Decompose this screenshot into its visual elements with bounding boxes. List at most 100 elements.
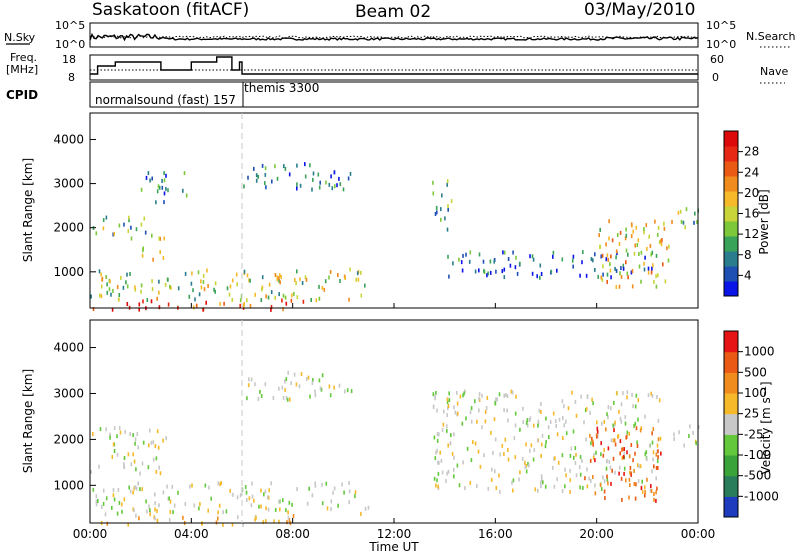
- echo-cell: [158, 236, 160, 241]
- echo-cell: [618, 284, 621, 289]
- echo-cell: [247, 175, 249, 180]
- echo-cell: [319, 180, 321, 185]
- echo-cell: [621, 447, 623, 452]
- echo-cell: [575, 413, 578, 418]
- colorbar-tick-label: 1000: [744, 345, 775, 359]
- echo-cell: [307, 375, 310, 380]
- echo-cell: [631, 269, 634, 273]
- echo-cell: [656, 395, 658, 399]
- echo-cell: [248, 377, 250, 382]
- echo-cell: [102, 218, 105, 223]
- echo-cell: [285, 301, 288, 306]
- echo-cell: [318, 378, 321, 383]
- echo-cell: [264, 181, 266, 186]
- echo-cell: [440, 458, 443, 463]
- colorbar-segment: [724, 393, 738, 415]
- echo-cell: [278, 292, 280, 297]
- echo-cell: [128, 485, 130, 490]
- echo-cell: [602, 272, 604, 277]
- echo-cell: [634, 496, 637, 501]
- echo-cell: [158, 305, 161, 310]
- echo-cell: [123, 222, 125, 227]
- echo-cell: [305, 277, 308, 282]
- echo-cell: [123, 465, 126, 470]
- echo-cell: [651, 266, 653, 271]
- echo-cell: [95, 231, 98, 236]
- echo-cell: [97, 499, 99, 503]
- echo-cell: [246, 273, 249, 278]
- echo-cell: [312, 378, 314, 383]
- echo-cell: [507, 457, 510, 462]
- echo-cell: [156, 518, 159, 523]
- echo-cell: [491, 467, 493, 472]
- echo-cell: [462, 393, 464, 398]
- echo-cell: [296, 186, 298, 191]
- echo-cell: [342, 187, 345, 192]
- echo-cell: [606, 477, 609, 482]
- echo-cell: [608, 236, 610, 241]
- echo-cell: [655, 476, 657, 481]
- echo-cell: [567, 406, 570, 411]
- echo-cell: [628, 477, 631, 482]
- echo-cell: [647, 393, 650, 398]
- echo-cell: [581, 459, 583, 463]
- echo-cell: [679, 209, 682, 214]
- echo-cell: [565, 473, 567, 478]
- velocity-colorbar: 1000 500 100 25 -25 -100 -500 -1000: [723, 330, 779, 518]
- echo-cell: [653, 497, 655, 502]
- echo-cell: [286, 397, 289, 402]
- echo-cell: [325, 481, 328, 486]
- echo-cell: [92, 432, 94, 436]
- echo-cell: [332, 490, 334, 495]
- echo-cell: [111, 455, 114, 459]
- echo-cell: [657, 466, 659, 470]
- echo-cell: [161, 179, 163, 183]
- echo-cell: [446, 397, 449, 402]
- echo-cell: [163, 171, 165, 176]
- echo-cell: [612, 456, 615, 461]
- date-label: 03/May/2010: [584, 0, 696, 20]
- echo-cell: [601, 253, 604, 258]
- colorbar-tick-label: -1000: [744, 489, 779, 503]
- echo-cell: [638, 252, 640, 256]
- echo-cell: [495, 269, 497, 274]
- power-echo-cells: [90, 162, 699, 312]
- echo-cell: [185, 193, 188, 198]
- echo-cell: [636, 440, 638, 445]
- echo-cell: [643, 261, 645, 266]
- echo-cell: [470, 406, 473, 411]
- nsky-tick-bottom: 10^0: [55, 38, 85, 51]
- echo-cell: [274, 508, 277, 512]
- echo-cell: [257, 397, 260, 401]
- echo-cell: [453, 405, 455, 410]
- echo-cell: [308, 486, 310, 491]
- echo-cell: [659, 436, 662, 441]
- echo-cell: [668, 244, 670, 249]
- echo-cell: [116, 511, 119, 516]
- echo-cell: [318, 185, 321, 190]
- echo-cell: [478, 268, 480, 273]
- echo-cell: [511, 390, 514, 395]
- echo-cell: [663, 221, 665, 226]
- echo-cell: [222, 522, 224, 527]
- echo-cell: [245, 490, 248, 495]
- echo-cell: [540, 484, 542, 489]
- echo-cell: [678, 430, 680, 435]
- echo-cell: [470, 419, 473, 424]
- echo-cell: [135, 513, 137, 518]
- echo-cell: [236, 282, 238, 287]
- echo-cell: [338, 176, 340, 181]
- echo-cell: [478, 396, 480, 401]
- echo-cell: [138, 516, 140, 521]
- echo-cell: [167, 302, 170, 307]
- echo-cell: [493, 417, 496, 422]
- echo-cell: [360, 293, 363, 298]
- echo-cell: [302, 299, 305, 304]
- echo-cell: [636, 243, 639, 247]
- cpid-mode-normalsound: normalsound (fast) 157: [95, 93, 236, 107]
- echo-cell: [207, 508, 209, 513]
- echo-cell: [536, 438, 539, 443]
- colorbar-tick-label: 4: [744, 268, 752, 282]
- nsearch-label: N.Search: [746, 30, 796, 43]
- echo-cell: [296, 295, 299, 300]
